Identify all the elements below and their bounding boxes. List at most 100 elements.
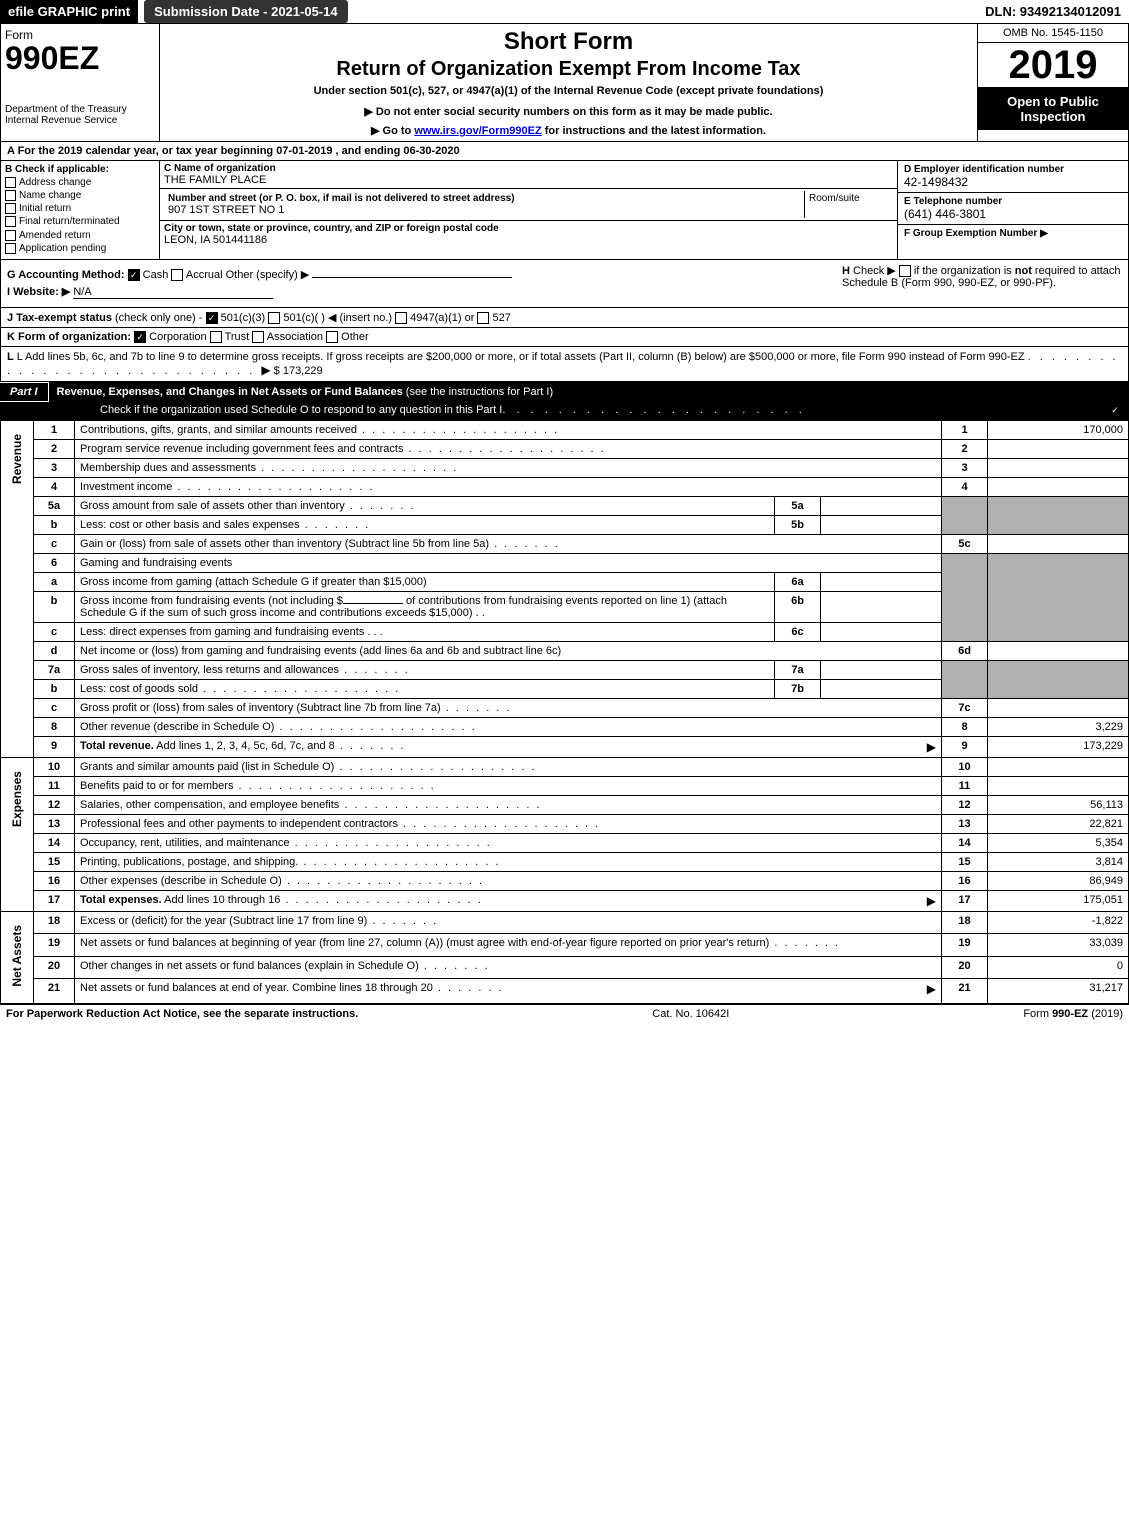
line-6a-num: a: [34, 573, 75, 592]
line-6c-desc: Less: direct expenses from gaming and fu…: [75, 623, 775, 642]
section-j: J Tax-exempt status (check only one) - ✓…: [0, 308, 1129, 328]
ein-label: D Employer identification number: [904, 164, 1122, 175]
line-16-num: 16: [34, 872, 75, 891]
association-checkbox-icon[interactable]: [252, 331, 264, 343]
line-8-desc: Other revenue (describe in Schedule O): [80, 721, 477, 733]
line-3-ref: 3: [942, 459, 988, 478]
line-21-ref: 21: [942, 979, 988, 1004]
gross-receipts-amount: $ 173,229: [274, 365, 323, 377]
paperwork-notice: For Paperwork Reduction Act Notice, see …: [6, 1008, 358, 1020]
chk-initial-return[interactable]: Initial return: [5, 203, 155, 214]
chk-amended-return[interactable]: Amended return: [5, 230, 155, 241]
line-5c-num: c: [34, 535, 75, 554]
line-7a-desc: Gross sales of inventory, less returns a…: [80, 664, 410, 676]
line-17-amt: 175,051: [988, 891, 1129, 912]
dept-treasury: Department of the Treasury: [5, 104, 155, 115]
line-7b-subval: [821, 680, 942, 699]
line-5c-amt: [988, 535, 1129, 554]
section-g: G Accounting Method: ✓ Cash Accrual Othe…: [7, 268, 834, 281]
line-7c-num: c: [34, 699, 75, 718]
accounting-method-label: G Accounting Method:: [7, 269, 125, 281]
org-addr-value: 907 1ST STREET NO 1: [168, 204, 800, 216]
line-1-num: 1: [34, 421, 75, 440]
527-checkbox-icon[interactable]: [477, 312, 489, 324]
501c3-checkbox-icon[interactable]: ✓: [206, 312, 218, 324]
section-h-text1: if the organization is: [914, 265, 1012, 277]
cash-label: Cash: [143, 269, 169, 281]
line-20-num: 20: [34, 956, 75, 978]
chk-final-return[interactable]: Final return/terminated: [5, 216, 155, 227]
line-14-desc: Occupancy, rent, utilities, and maintena…: [80, 837, 492, 849]
accrual-checkbox-icon[interactable]: [171, 269, 183, 281]
efile-label[interactable]: efile GRAPHIC print: [0, 0, 138, 23]
form-number-block: Form 990EZ Department of the Treasury In…: [1, 24, 160, 141]
line-6d-num: d: [34, 642, 75, 661]
chk-application-pending[interactable]: Application pending: [5, 243, 155, 254]
line-17-desc: Add lines 10 through 16: [164, 894, 280, 906]
line-9-desc: Add lines 1, 2, 3, 4, 5c, 6d, 7c, and 8: [156, 740, 335, 752]
line-21-amt: 31,217: [988, 979, 1129, 1004]
line-6d-ref: 6d: [942, 642, 988, 661]
line-6-num: 6: [34, 554, 75, 573]
chk-address-change[interactable]: Address change: [5, 177, 155, 188]
line-14-ref: 14: [942, 834, 988, 853]
line-5a-sub: 5a: [775, 497, 821, 516]
top-bar: efile GRAPHIC print Submission Date - 20…: [0, 0, 1129, 24]
line-6a-subval: [821, 573, 942, 592]
4947-checkbox-icon[interactable]: [395, 312, 407, 324]
line-20-ref: 20: [942, 956, 988, 978]
line-12-ref: 12: [942, 796, 988, 815]
chk-name-change[interactable]: Name change: [5, 190, 155, 201]
line-15-amt: 3,814: [988, 853, 1129, 872]
line-9-amt: 173,229: [988, 737, 1129, 758]
line-7b-desc: Less: cost of goods sold: [80, 683, 400, 695]
line-16-amt: 86,949: [988, 872, 1129, 891]
line-20-amt: 0: [988, 956, 1129, 978]
schedule-b-checkbox-icon[interactable]: [899, 265, 911, 277]
org-addr-label: Number and street (or P. O. box, if mail…: [168, 193, 800, 204]
line-8-num: 8: [34, 718, 75, 737]
line-1-amt: 170,000: [988, 421, 1129, 440]
trust-checkbox-icon[interactable]: [210, 331, 222, 343]
chk-application-pending-label: Application pending: [19, 243, 106, 254]
instructions-line: ▶ Go to www.irs.gov/Form990EZ for instru…: [168, 124, 969, 137]
line-6c-num: c: [34, 623, 75, 642]
line-6a-sub: 6a: [775, 573, 821, 592]
line-6c-subval: [821, 623, 942, 642]
line-20-desc: Other changes in net assets or fund bala…: [80, 960, 419, 972]
expenses-side-label: Expenses: [1, 758, 34, 912]
ein-value: 42-1498432: [904, 175, 1122, 189]
line-8-amt: 3,229: [988, 718, 1129, 737]
line-7b-num: b: [34, 680, 75, 699]
association-label: Association: [267, 331, 323, 343]
chk-initial-return-label: Initial return: [19, 203, 71, 214]
other-org-checkbox-icon[interactable]: [326, 331, 338, 343]
line-17-num: 17: [34, 891, 75, 912]
corporation-label: Corporation: [149, 331, 206, 343]
trust-label: Trust: [225, 331, 250, 343]
line-19-amt: 33,039: [988, 934, 1129, 956]
line-16-desc: Other expenses (describe in Schedule O): [80, 875, 484, 887]
schedule-o-checkbox-icon[interactable]: ✓: [1109, 404, 1121, 416]
line-2-num: 2: [34, 440, 75, 459]
cash-checkbox-icon[interactable]: ✓: [128, 269, 140, 281]
irs-link[interactable]: www.irs.gov/Form990EZ: [414, 125, 541, 137]
line-7a-sub: 7a: [775, 661, 821, 680]
tax-exempt-label: J Tax-exempt status: [7, 312, 112, 324]
instructions-post: for instructions and the latest informat…: [542, 125, 766, 137]
line-3-desc: Membership dues and assessments: [80, 462, 458, 474]
line-9-arrow-icon: ▶: [927, 740, 936, 754]
line-4-ref: 4: [942, 478, 988, 497]
501c-checkbox-icon[interactable]: [268, 312, 280, 324]
accrual-label: Accrual: [186, 269, 223, 281]
line-7c-ref: 7c: [942, 699, 988, 718]
phone-label: E Telephone number: [904, 196, 1122, 207]
submission-date-badge: Submission Date - 2021-05-14: [144, 0, 348, 23]
line-6b-subval: [821, 592, 942, 623]
corporation-checkbox-icon[interactable]: ✓: [134, 331, 146, 343]
line-15-desc: Printing, publications, postage, and shi…: [80, 856, 501, 868]
line-18-amt: -1,822: [988, 912, 1129, 934]
line-6b-sub: 6b: [775, 592, 821, 623]
line-18-num: 18: [34, 912, 75, 934]
tax-year: 2019: [978, 43, 1128, 88]
